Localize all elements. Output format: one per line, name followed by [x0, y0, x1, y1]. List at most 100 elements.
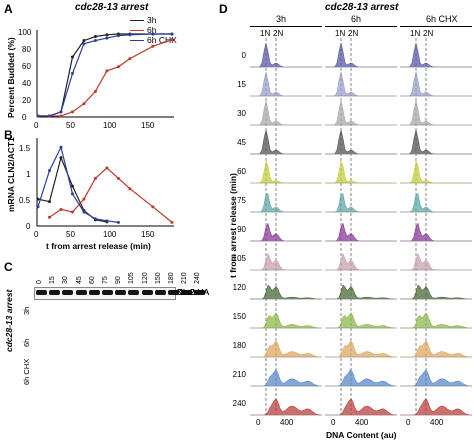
dna-histogram: [325, 284, 397, 300]
data-point: [93, 34, 97, 38]
data-point: [47, 200, 51, 204]
series-line: [49, 167, 173, 223]
timepoint-label: 75: [237, 196, 246, 205]
timepoint-label: 45: [237, 138, 246, 147]
protein-band: [181, 290, 193, 295]
dna-histogram: [400, 284, 472, 300]
data-point: [128, 33, 132, 37]
dna-histogram: [325, 312, 397, 329]
column-bracket: [400, 26, 472, 27]
data-point: [93, 89, 97, 93]
panel-b-ylabel: mRNA CLN2/ACT1: [6, 137, 16, 212]
lane-label: 0: [36, 280, 43, 284]
data-point: [36, 197, 40, 201]
protein-band: [154, 290, 166, 295]
data-point: [59, 114, 63, 118]
dna-histogram: [400, 160, 472, 184]
data-point: [70, 55, 74, 59]
xtick: 0: [34, 230, 39, 239]
blot-band-label: Cln2-HA: [177, 286, 210, 297]
data-point: [47, 215, 51, 219]
data-point: [116, 220, 120, 224]
budding-chart: [36, 30, 174, 118]
blot-band-label: Cln2-HA: [177, 286, 210, 297]
dna-histogram: [250, 160, 322, 184]
dna-histogram: [250, 100, 322, 126]
lane-label: 90: [115, 276, 123, 284]
legend-3h: 3h: [130, 15, 156, 25]
data-point: [70, 71, 74, 75]
timepoint-label: 210: [232, 370, 246, 379]
protein-band: [36, 290, 47, 295]
xtick: 400: [430, 418, 444, 427]
dna-histogram: [400, 222, 472, 242]
timepoint-label: 90: [237, 225, 246, 234]
protein-band: [168, 290, 179, 295]
lane-label: 60: [88, 276, 96, 284]
dna-histogram: [325, 340, 397, 358]
dna-histogram: [400, 100, 472, 126]
dna-histogram: [400, 193, 472, 213]
data-point: [70, 210, 74, 214]
series-line: [37, 145, 119, 223]
data-point: [170, 32, 174, 36]
ploidy-label: 2N: [423, 29, 434, 38]
blot-group-label: 6h: [22, 338, 31, 347]
ytick: 80: [22, 45, 31, 54]
panel-c-letter: C: [4, 260, 13, 274]
blot-group-label: 3h: [22, 306, 31, 315]
ytick: 60: [22, 62, 31, 71]
legend-6h: 6h: [130, 25, 156, 35]
panel-b-letter: B: [4, 128, 13, 142]
lane-label: 240: [194, 272, 202, 284]
dna-histogram: [325, 252, 397, 271]
blot-band-label: Cln2-HA: [177, 286, 210, 297]
dna-histogram: [400, 398, 472, 416]
ploidy-label: 1N: [260, 29, 271, 38]
ytick: 0.5: [19, 196, 31, 205]
histogram-column: [250, 38, 322, 416]
timepoint-label: 240: [232, 399, 246, 408]
data-point: [116, 65, 120, 69]
timepoint-label: 105: [232, 254, 246, 263]
panel-a-letter: A: [4, 2, 13, 16]
protein-band: [141, 290, 153, 295]
ytick: 0: [26, 222, 31, 231]
data-point: [151, 205, 155, 209]
timepoint-label: 150: [232, 312, 246, 321]
protein-band: [62, 290, 74, 295]
data-point: [59, 110, 63, 114]
panel-d-xlabel: DNA Content (au): [326, 430, 397, 440]
data-point: [116, 176, 120, 180]
timepoint-label: 180: [232, 341, 246, 350]
xtick: 0: [34, 121, 39, 130]
panel-b-xlabel: t from arrest release (min): [46, 241, 151, 251]
dna-histogram: [250, 369, 322, 387]
dna-histogram: [250, 222, 322, 242]
xtick: 150: [141, 121, 155, 130]
axis-lines: [36, 138, 174, 227]
data-point: [70, 184, 74, 188]
xtick: 400: [355, 418, 369, 427]
column-bracket: [250, 26, 322, 27]
dna-histogram: [400, 129, 472, 155]
data-point: [59, 145, 63, 149]
lane-label: 75: [102, 276, 109, 284]
data-point: [151, 44, 155, 48]
data-point: [105, 69, 109, 73]
ytick: 100: [18, 28, 32, 37]
data-point: [105, 166, 109, 170]
xtick: 100: [103, 230, 117, 239]
lane-label: 120: [141, 272, 149, 284]
dna-histogram: [250, 42, 322, 68]
lane-label: 150: [154, 272, 162, 284]
xtick: 100: [103, 121, 117, 130]
data-point: [59, 156, 63, 160]
dna-histogram: [400, 71, 472, 97]
data-point: [170, 220, 174, 224]
protein-band: [88, 290, 100, 295]
dna-histogram: [250, 284, 322, 300]
lane-label: 210: [181, 272, 189, 284]
panel-d-letter: D: [219, 2, 228, 16]
dna-histogram: [400, 369, 472, 387]
